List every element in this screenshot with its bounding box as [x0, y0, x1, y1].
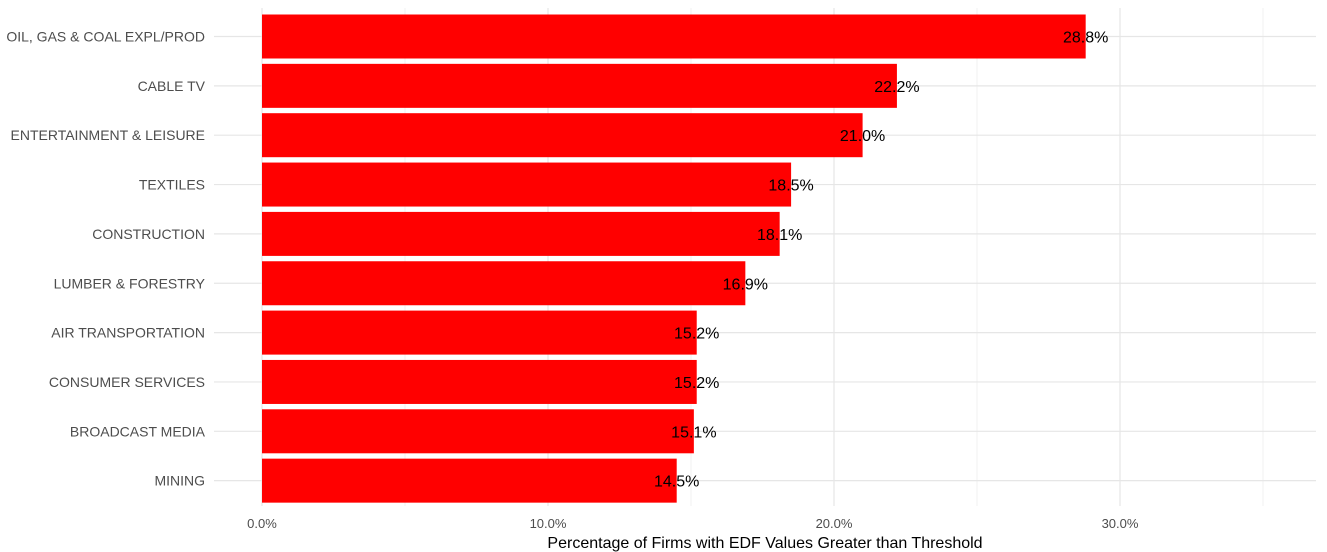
- data-labels: 28.8% 22.2% 21.0% 18.5% 18.1% 16.9% 15.2% 15.2%…: [654, 30, 1108, 491]
- data-label: 18.5%: [768, 178, 813, 195]
- x-tick-label: 0.0%: [247, 516, 277, 531]
- bar: [262, 409, 694, 454]
- category-label: AIR TRANSPORTATION: [51, 325, 205, 341]
- data-label: 16.9%: [723, 276, 768, 293]
- category-label: CONSTRUCTION: [92, 226, 205, 242]
- category-label: TEXTILES: [139, 177, 205, 193]
- data-label: 14.5%: [654, 474, 699, 491]
- category-label: ENTERTAINMENT & LEISURE: [11, 127, 205, 143]
- bar: [262, 63, 897, 108]
- x-tick-label: 20.0%: [816, 516, 853, 531]
- x-tick-labels: 0.0% 10.0% 20.0% 30.0%: [247, 516, 1139, 531]
- category-label: BROADCAST MEDIA: [70, 423, 206, 439]
- data-label: 21.0%: [840, 128, 885, 145]
- bar: [262, 14, 1086, 59]
- x-tick-label: 10.0%: [530, 516, 567, 531]
- x-axis-title: Percentage of Firms with EDF Values Grea…: [547, 535, 982, 552]
- data-label: 15.2%: [674, 375, 719, 392]
- category-label: CABLE TV: [138, 78, 206, 94]
- data-label: 18.1%: [757, 227, 802, 244]
- data-label: 22.2%: [874, 79, 919, 96]
- data-label: 15.1%: [671, 424, 716, 441]
- data-label: 15.2%: [674, 326, 719, 343]
- bars: [262, 14, 1086, 503]
- data-label: 28.8%: [1063, 30, 1108, 47]
- category-label: MINING: [154, 473, 205, 489]
- category-label: LUMBER & FORESTRY: [54, 275, 206, 291]
- bar: [262, 458, 677, 503]
- x-tick-label: 30.0%: [1102, 516, 1139, 531]
- category-label: CONSUMER SERVICES: [49, 374, 205, 390]
- bar: [262, 211, 780, 256]
- bar: [262, 162, 792, 207]
- bar: [262, 359, 697, 404]
- category-label: OIL, GAS & COAL EXPL/PROD: [6, 29, 205, 45]
- bar: [262, 113, 863, 158]
- bar: [262, 310, 697, 355]
- bar: [262, 261, 746, 306]
- category-labels: OIL, GAS & COAL EXPL/PROD CABLE TV ENTERTA…: [6, 29, 205, 489]
